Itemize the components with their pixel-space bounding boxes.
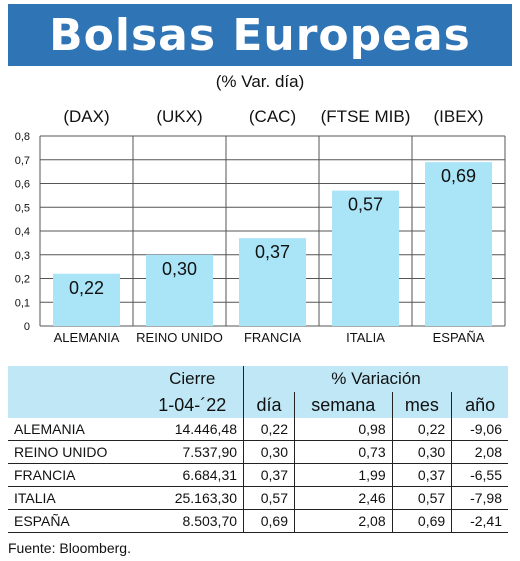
x-tick-label: ESPAÑA (433, 330, 485, 345)
row-value: 0,69 (391, 509, 452, 533)
y-tick-label: 0,4 (15, 226, 30, 238)
row-value: 2,08 (294, 509, 393, 533)
header-semana: semana (294, 392, 393, 418)
x-tick-label: ALEMANIA (54, 330, 120, 345)
row-value: 0,30 (243, 440, 295, 464)
index-label: (CAC) (249, 107, 296, 126)
x-tick-label: REINO UNIDO (136, 330, 223, 345)
header-variacion: % Variación (243, 366, 508, 392)
data-label: 0,30 (162, 259, 197, 279)
header-dia: día (243, 392, 295, 418)
row-value: 2,08 (451, 440, 508, 464)
bar (239, 238, 306, 326)
row-value: 0,37 (243, 463, 295, 487)
source-note: Fuente: Bloomberg. (8, 540, 131, 556)
row-country: ALEMANIA (8, 418, 142, 441)
y-tick-label: 0,6 (15, 179, 30, 191)
table-row: ESPAÑA 8.503,70 0,69 2,08 0,69 -2,41 (8, 509, 508, 533)
y-tick-label: 0,7 (15, 155, 30, 167)
row-country: FRANCIA (8, 463, 142, 487)
row-value: 1,99 (294, 463, 393, 487)
table-header-row-1: Cierre % Variación (8, 366, 508, 392)
row-country: ESPAÑA (8, 509, 142, 533)
y-tick-label: 0,2 (15, 274, 30, 286)
row-value: 0,57 (391, 486, 452, 510)
row-value: 0,37 (391, 463, 452, 487)
chart-subtitle: (% Var. día) (215, 72, 305, 91)
row-value: 6.684,31 (141, 463, 244, 487)
row-value: 0,22 (391, 418, 452, 441)
bar-chart: 0 0,1 0,2 0,3 0,4 0,5 0,6 0,7 0,8 0,22 (DAX) ALEMAN… (15, 107, 506, 345)
data-table: Cierre % Variación 1-04-´22 día semana m… (8, 366, 508, 533)
row-value: 0,57 (243, 486, 295, 510)
row-value: 14.446,48 (141, 418, 244, 441)
bar (53, 273, 120, 326)
table-row: ITALIA 25.163,30 0,57 2,46 0,57 -7,98 (8, 486, 508, 510)
row-value: 8.503,70 (141, 509, 244, 533)
row-value: -2,41 (451, 509, 508, 533)
index-label: (DAX) (63, 107, 109, 126)
row-value: -6,55 (451, 463, 508, 487)
table-row: ALEMANIA 14.446,48 0,22 0,98 0,22 -9,06 (8, 418, 508, 441)
y-tick-label: 0,3 (15, 250, 30, 262)
header-cierre: Cierre (141, 366, 244, 392)
header-mes: mes (391, 392, 452, 418)
data-label: 0,69 (441, 166, 476, 186)
x-tick-label: FRANCIA (244, 330, 301, 345)
row-value: 0,98 (294, 418, 393, 441)
index-label: (UKX) (156, 107, 202, 126)
row-value: 2,46 (294, 486, 393, 510)
bar (146, 254, 213, 326)
row-value: 0,30 (391, 440, 452, 464)
x-tick-label: ITALIA (346, 330, 385, 345)
data-label: 0,57 (348, 195, 383, 215)
data-label: 0,37 (255, 242, 290, 262)
row-country: REINO UNIDO (8, 440, 142, 464)
header-date: 1-04-´22 (141, 392, 244, 418)
index-label: (IBEX) (433, 107, 483, 126)
y-tick-label: 0 (24, 321, 30, 333)
y-tick-label: 0,1 (15, 297, 30, 309)
row-value: -7,98 (451, 486, 508, 510)
bar (332, 190, 399, 326)
data-label: 0,22 (69, 278, 104, 298)
row-value: 7.537,90 (141, 440, 244, 464)
y-tick-label: 0,8 (15, 131, 30, 143)
table-row: REINO UNIDO 7.537,90 0,30 0,73 0,30 2,08 (8, 440, 508, 464)
bar (425, 162, 492, 326)
index-label: (FTSE MIB) (321, 107, 411, 126)
table-row: FRANCIA 6.684,31 0,37 1,99 0,37 -6,55 (8, 463, 508, 487)
title-bar: Bolsas Europeas (8, 4, 512, 66)
row-value: 25.163,30 (141, 486, 244, 510)
row-country: ITALIA (8, 486, 142, 510)
row-value: 0,22 (243, 418, 295, 441)
y-tick-label: 0,5 (15, 202, 30, 214)
row-value: 0,73 (294, 440, 393, 464)
row-value: -9,06 (451, 418, 508, 441)
header-ano: año (451, 392, 508, 418)
page-title: Bolsas Europeas (49, 9, 471, 61)
row-value: 0,69 (243, 509, 295, 533)
table-header-row-2: 1-04-´22 día semana mes año (8, 392, 508, 418)
